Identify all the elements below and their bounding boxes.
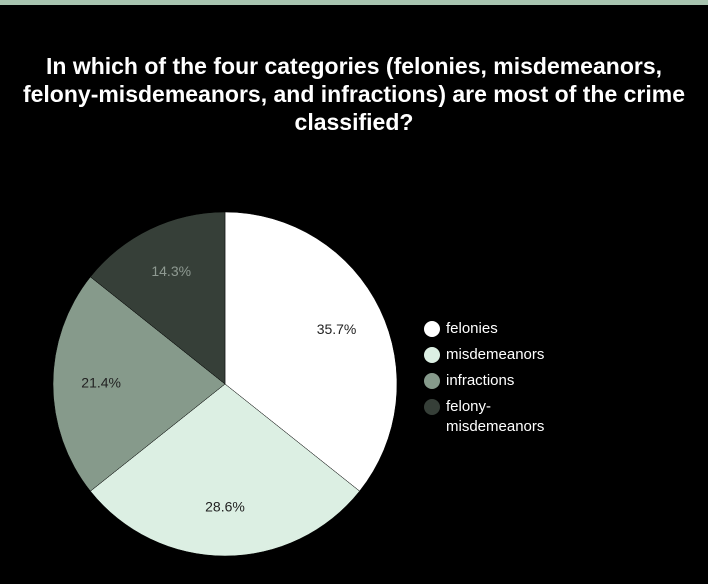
pie-slice-infractions (52, 276, 226, 492)
pie-slice-felonies (224, 211, 398, 492)
data-label-infractions: 21.4% (81, 375, 121, 391)
legend-label-felonies: felonies (446, 320, 498, 337)
legend-label-infractions: infractions (446, 372, 515, 389)
legend-item-misdemeanors: misdemeanors (424, 345, 624, 365)
pie-slice-felony-misdemeanors (90, 211, 226, 385)
data-label-felony-misdemeanors: 14.3% (151, 263, 191, 279)
data-label-felonies: 35.7% (317, 321, 357, 337)
legend-item-infractions: infractions (424, 371, 624, 391)
data-label-misdemeanors: 28.6% (205, 499, 245, 515)
legend-label-felony-misdemeanors: felony-misdemeanors (446, 398, 545, 435)
legend-item-felonies: felonies (424, 319, 624, 339)
legend-swatch-infractions (424, 373, 440, 389)
legend: felonies misdemeanors infractions felony-mi… (424, 319, 624, 443)
legend-label-misdemeanors: misdemeanors (446, 346, 545, 363)
legend-item-felony-misdemeanors: felony-misdemeanors (424, 397, 624, 437)
top-accent-bar (0, 0, 708, 5)
legend-swatch-misdemeanors (424, 347, 440, 363)
pie-slice-misdemeanors (90, 383, 360, 557)
legend-swatch-felony-misdemeanors (424, 399, 440, 415)
chart-title: In which of the four categories (felonie… (22, 53, 686, 135)
legend-swatch-felonies (424, 321, 440, 337)
